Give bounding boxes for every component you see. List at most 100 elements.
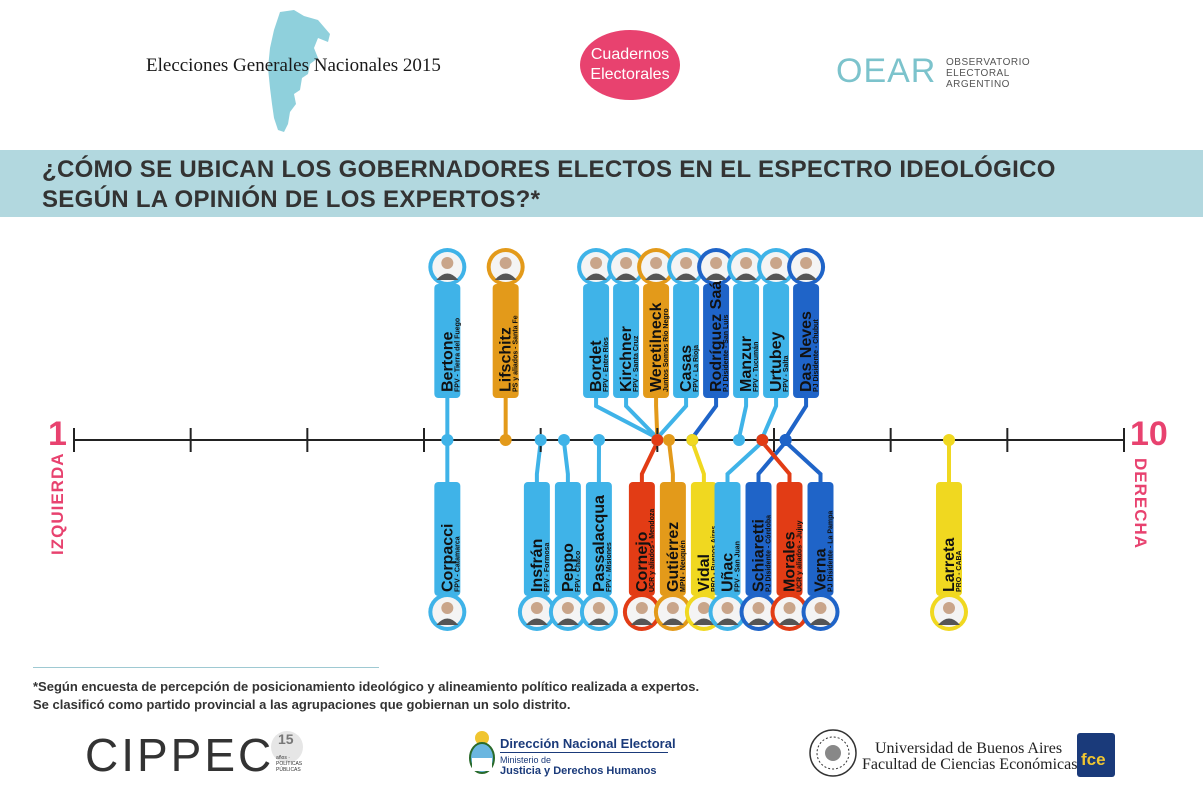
pin-body-schiaretti <box>745 482 772 596</box>
governor-party-kirchner: FPV - Santa Cruz <box>633 335 640 392</box>
governor-party-das-neves: PJ Disidente - Chubut <box>813 319 820 392</box>
avatar-face-unac <box>721 602 734 614</box>
avatar-face-lifschitz <box>499 257 512 269</box>
governor-party-verna: PJ Disidente - La Pampa <box>828 511 835 592</box>
scale-right-number: 10 <box>1130 415 1168 453</box>
pin-body-morales <box>776 482 803 596</box>
connector-vidal <box>690 441 706 482</box>
footnote-line-2: Se clasificó como partido provincial a l… <box>33 697 571 712</box>
avatar-face-weretilneck <box>650 257 663 269</box>
governor-party-bertone: FPV - Tierra del Fuego <box>454 318 461 392</box>
question-banner: ¿CÓMO SE UBICAN LOS GOBERNADORES ELECTOS… <box>0 150 1203 217</box>
avatar-body-kirchner <box>615 273 638 280</box>
governor-name-insfran: Insfrán <box>529 539 546 592</box>
connectors <box>445 398 951 482</box>
argentina-map-icon <box>268 10 330 132</box>
oear-sub-1: OBSERVATORIO <box>946 57 1031 68</box>
governor-name-kirchner: Kirchner <box>618 326 635 392</box>
position-dot-gutierrez <box>663 434 675 446</box>
governor-party-rodriguez-saa: PJ Disidente - San Luis <box>723 314 730 392</box>
pin-body-rodriguez-saa <box>703 284 730 398</box>
governor-name-lifschitz: Lifschitz <box>498 327 515 392</box>
avatar-body-das-neves <box>795 273 818 280</box>
pin-body-casas <box>673 284 700 398</box>
avatar-body-bordet <box>585 273 608 280</box>
governor-name-verna: Verna <box>813 548 830 592</box>
governor-name-cornejo: Cornejo <box>634 531 651 592</box>
pin-body-bordet <box>583 284 610 398</box>
avatar-face-schiaretti <box>752 602 765 614</box>
avatar-body-casas <box>675 273 698 280</box>
governor-party-passalacqua: FPV - Misiones <box>606 542 613 592</box>
scale-left-label: IZQUIERDA <box>48 453 67 556</box>
connector-urtubey <box>760 398 779 439</box>
dne-divider <box>500 752 668 753</box>
governor-name-unac: Uñac <box>720 553 737 592</box>
governor-party-corpacci: FPV - Catamarca <box>454 536 461 592</box>
dne-subtitle-1: Ministerio de <box>500 755 552 765</box>
avatar-face-cornejo <box>635 602 648 614</box>
avatar-body-passalacqua <box>587 618 610 625</box>
connector-bordet <box>594 398 659 440</box>
dne-title: Dirección Nacional Electoral <box>500 736 676 751</box>
avatar-body-unac <box>716 618 739 625</box>
connector-gutierrez <box>667 441 675 482</box>
governor-name-schiaretti: Schiaretti <box>751 519 768 592</box>
pin-body-unac <box>714 482 741 596</box>
position-dot-cornejo <box>651 434 664 446</box>
header-title: Elecciones Generales Nacionales 2015 <box>146 55 441 76</box>
connector-morales <box>760 440 792 482</box>
governor-party-morales: UCR y aliados - Jujuy <box>797 520 804 592</box>
cippec-logo: CIPPEC <box>85 729 275 781</box>
connector-rodriguez-saa <box>690 398 719 440</box>
avatar-face-casas <box>680 257 693 269</box>
avatar-face-urtubey <box>770 257 783 269</box>
governor-party-gutierrez: MPN - Neuquén <box>680 540 687 592</box>
argentina-coat-of-arms-icon <box>469 731 495 774</box>
pin-body-kirchner <box>613 284 640 398</box>
pin-body-manzur <box>733 284 760 398</box>
connector-cornejo <box>639 441 660 482</box>
avatar-body-manzur <box>735 273 758 280</box>
avatar-body-weretilneck <box>645 273 668 280</box>
avatar-face-peppo <box>561 602 574 614</box>
pin-body-passalacqua <box>585 482 612 596</box>
connector-manzur <box>737 398 749 439</box>
position-dot-larreta <box>943 434 955 446</box>
badge-line-1: Cuadernos <box>590 46 670 63</box>
governor-name-urtubey: Urtubey <box>768 331 785 392</box>
governor-party-vidal: PRO - Buenos Aires <box>711 526 718 592</box>
governor-name-casas: Casas <box>678 345 695 392</box>
governor-party-urtubey: FPV - Salta <box>783 355 790 392</box>
governor-name-larreta: Larreta <box>941 538 958 592</box>
governor-name-corpacci: Corpacci <box>439 524 456 592</box>
avatar-body-schiaretti <box>747 618 770 625</box>
position-dots <box>441 434 955 446</box>
pin-body-corpacci <box>434 482 461 596</box>
uba-seal-icon <box>809 729 857 777</box>
avatar-face-manzur <box>740 257 753 269</box>
avatar-face-larreta <box>943 602 955 614</box>
uba-line-2: Facultad de Ciencias Económicas <box>862 756 1078 773</box>
governor-name-gutierrez: Gutiérrez <box>665 522 682 592</box>
avatar-face-das-neves <box>800 257 813 269</box>
footnote-divider <box>33 667 379 668</box>
avatar-face-verna <box>814 602 827 614</box>
governor-party-insfran: FPV - Formosa <box>544 542 551 592</box>
cippec-years: 15 <box>278 731 294 747</box>
position-dot-manzur <box>733 434 745 446</box>
fce-logo-text: fce <box>1081 750 1106 769</box>
avatar-body-cornejo <box>630 618 653 625</box>
avatar-face-vidal <box>697 602 710 614</box>
connector-peppo <box>562 441 570 482</box>
